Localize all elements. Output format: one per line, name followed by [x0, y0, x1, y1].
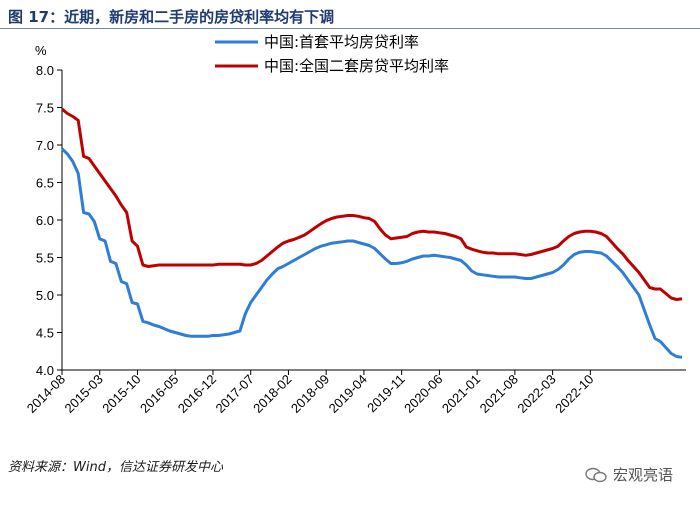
y-tick-label: 5.0: [36, 288, 54, 303]
y-axis-unit-label: %: [35, 43, 47, 58]
y-tick-label: 8.0: [36, 63, 54, 78]
x-tick-label: 2014-08: [24, 372, 68, 416]
figure-title: 图 17：近期，新房和二手房的房贷利率均有下调: [8, 8, 335, 26]
y-tick-label: 7.0: [36, 138, 54, 153]
wechat-icon: [585, 467, 607, 483]
x-tick-label: 2022-03: [514, 372, 558, 416]
y-tick-label: 5.5: [36, 251, 54, 266]
source-note: 资料来源：Wind，信达证券研发中心: [8, 460, 223, 475]
x-tick-label: 2021-01: [439, 372, 483, 416]
y-tick-label: 7.5: [36, 101, 54, 116]
x-tick-label: 2019-04: [326, 372, 370, 416]
x-tick-label: 2018-02: [250, 372, 294, 416]
y-tick-label: 6.0: [36, 213, 54, 228]
x-tick-label: 2020-06: [401, 372, 445, 416]
y-tick-label: 4.5: [36, 326, 54, 341]
mortgage-rate-line-chart: % 8.07.57.06.56.05.55.04.54.0 2014-08201…: [24, 33, 686, 416]
x-tick-label: 2016-12: [175, 372, 219, 416]
x-tick-label: 2021-08: [477, 372, 521, 416]
y-axis: 8.0 7.5 7.0 6.5 6.0 5.5 5.0 4.5 4.0: [36, 63, 63, 378]
legend-label: 中国:全国二套房贷平均利率: [264, 57, 449, 75]
series-line-second-home: [61, 107, 683, 301]
x-tick-label: 2022-10: [552, 372, 596, 416]
legend-label: 中国:首套平均房贷利率: [264, 33, 419, 51]
watermark: 宏观亮语: [585, 464, 673, 485]
x-tick-label: 2015-10: [99, 372, 143, 416]
series-line-first-home: [60, 147, 683, 359]
y-tick-label: 4.0: [36, 363, 54, 378]
x-tick-label: 2016-05: [137, 372, 181, 416]
title-divider: [0, 28, 700, 29]
x-tick-label: 2019-11: [364, 372, 408, 416]
x-tick-label: 2015-03: [62, 372, 106, 416]
x-tick-label: 2017-07: [212, 372, 256, 416]
x-tick-label: 2018-09: [288, 372, 332, 416]
y-tick-label: 6.5: [36, 176, 54, 191]
series-lines: [60, 107, 683, 359]
x-axis: 2014-082015-032015-102016-052016-122017-…: [24, 369, 686, 416]
watermark-text: 宏观亮语: [613, 466, 674, 484]
